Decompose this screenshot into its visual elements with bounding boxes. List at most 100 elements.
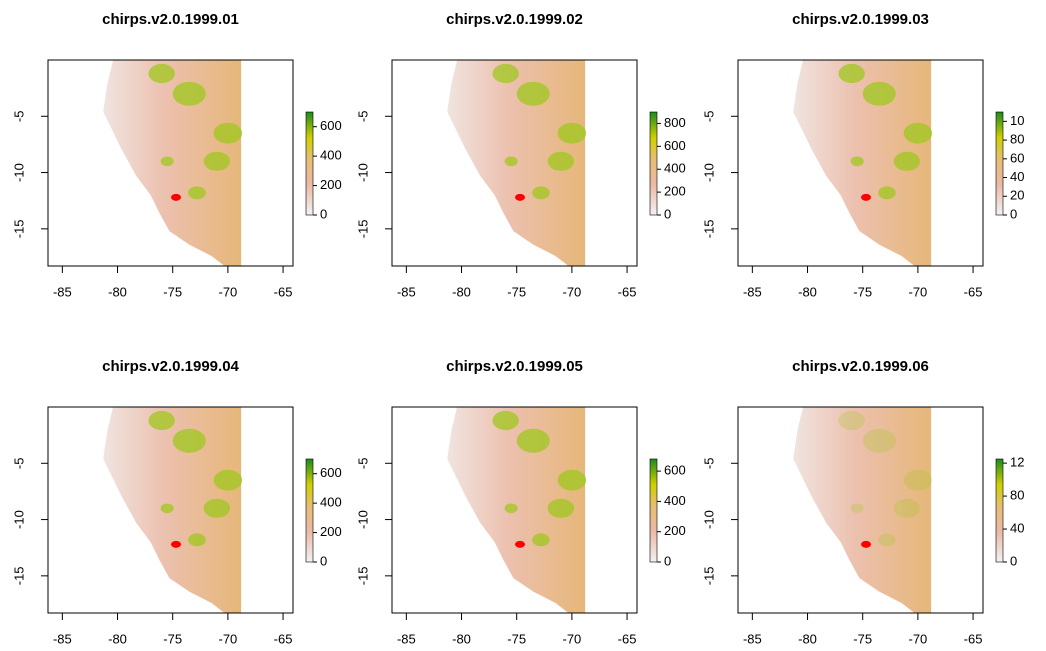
x-tick-label: -80 xyxy=(798,631,817,646)
colorbar-tick-label: 200 xyxy=(664,523,686,538)
colorbar-tick-label: 60 xyxy=(1010,150,1024,165)
wet-area xyxy=(838,63,865,84)
y-tick-label: -15 xyxy=(11,219,26,238)
wet-area xyxy=(903,469,933,491)
y-tick-label: -15 xyxy=(701,219,716,238)
y-tick-label: -5 xyxy=(355,111,370,123)
colorbar-tick-label: 80 xyxy=(1010,132,1024,147)
y-tick-label: -10 xyxy=(11,163,26,182)
wet-area xyxy=(547,151,575,171)
wet-area xyxy=(504,156,518,167)
land-raster xyxy=(793,407,932,613)
panel-title: chirps.v2.0.1999.02 xyxy=(446,11,583,28)
x-tick-label: -70 xyxy=(908,631,927,646)
x-tick-label: -85 xyxy=(53,631,72,646)
colorbar xyxy=(995,458,1004,563)
colorbar-tick-label: 600 xyxy=(320,465,342,480)
colorbar-tick-label: 400 xyxy=(664,161,686,176)
colorbar-tick-label: 600 xyxy=(664,463,686,478)
wet-area xyxy=(850,503,864,514)
wet-area xyxy=(557,122,587,144)
wet-area xyxy=(188,186,206,200)
colorbar-tick-label: 40 xyxy=(1010,520,1024,535)
y-tick-label: -10 xyxy=(701,163,716,182)
wet-area xyxy=(504,503,518,514)
x-tick-label: -65 xyxy=(274,631,293,646)
wet-area xyxy=(878,533,896,547)
wet-area xyxy=(862,428,896,453)
x-tick-label: -85 xyxy=(53,284,72,299)
wet-area xyxy=(172,81,206,106)
y-tick-label: -15 xyxy=(355,566,370,585)
x-tick-label: -80 xyxy=(798,284,817,299)
x-tick-label: -75 xyxy=(163,631,182,646)
colorbar-tick-label: 600 xyxy=(320,118,342,133)
x-tick-label: -65 xyxy=(618,284,637,299)
y-tick-label: -5 xyxy=(355,458,370,470)
y-tick-label: -10 xyxy=(701,510,716,529)
colorbar-tick-label: 0 xyxy=(320,553,327,568)
y-tick-label: -15 xyxy=(701,566,716,585)
wet-area xyxy=(862,81,896,106)
x-tick-label: -70 xyxy=(908,284,927,299)
plot-frame xyxy=(391,59,638,267)
wet-area xyxy=(188,533,206,547)
site-marker xyxy=(515,540,526,548)
wet-areas xyxy=(838,410,933,547)
wet-area xyxy=(547,498,575,518)
colorbar-tick-label: 400 xyxy=(320,148,342,163)
x-tick-label: -80 xyxy=(452,284,471,299)
x-tick-label: -75 xyxy=(507,631,526,646)
plot-frame xyxy=(47,406,294,614)
site-marker xyxy=(861,193,872,201)
colorbar-tick-label: 0 xyxy=(1010,206,1017,221)
wet-area xyxy=(557,469,587,491)
y-tick-label: -5 xyxy=(701,458,716,470)
y-tick-label: -5 xyxy=(11,458,26,470)
panel-title: chirps.v2.0.1999.01 xyxy=(102,11,239,28)
x-tick-label: -70 xyxy=(218,284,237,299)
wet-area xyxy=(532,186,550,200)
colorbar-tick-label: 400 xyxy=(664,493,686,508)
wet-area xyxy=(213,469,243,491)
x-tick-label: -75 xyxy=(163,284,182,299)
colorbar-tick-label: 0 xyxy=(664,206,671,221)
site-marker xyxy=(515,193,526,201)
wet-areas xyxy=(492,63,587,200)
plot-frame xyxy=(737,59,984,267)
wet-area xyxy=(148,63,175,84)
plot-frame xyxy=(737,406,984,614)
wet-area xyxy=(850,156,864,167)
wet-area xyxy=(903,122,933,144)
colorbar xyxy=(649,458,658,563)
x-tick-label: -65 xyxy=(274,284,293,299)
x-tick-label: -85 xyxy=(397,284,416,299)
panel-title: chirps.v2.0.1999.06 xyxy=(792,358,929,375)
x-tick-label: -70 xyxy=(562,284,581,299)
colorbar-tick-label: 40 xyxy=(1010,169,1024,184)
colorbar-tick-label: 10 xyxy=(1010,113,1024,128)
colorbar-tick-label: 0 xyxy=(320,206,327,221)
y-tick-label: -5 xyxy=(11,111,26,123)
colorbar-tick-label: 0 xyxy=(1010,553,1017,568)
wet-area xyxy=(203,151,231,171)
x-tick-label: -75 xyxy=(853,631,872,646)
x-tick-label: -75 xyxy=(507,284,526,299)
colorbar-tick-label: 20 xyxy=(1010,188,1024,203)
wet-areas xyxy=(838,63,933,200)
colorbar-tick-label: 600 xyxy=(664,138,686,153)
colorbar xyxy=(995,111,1004,216)
colorbar-tick-label: 12 xyxy=(1010,455,1024,470)
colorbar-tick-label: 80 xyxy=(1010,488,1024,503)
wet-area xyxy=(203,498,231,518)
plot-frame xyxy=(391,406,638,614)
plot-frame xyxy=(47,59,294,267)
site-marker xyxy=(861,540,872,548)
panel-title: chirps.v2.0.1999.03 xyxy=(792,11,929,28)
colorbar xyxy=(649,111,658,216)
x-tick-label: -70 xyxy=(562,631,581,646)
x-tick-label: -85 xyxy=(743,284,762,299)
wet-area xyxy=(878,186,896,200)
